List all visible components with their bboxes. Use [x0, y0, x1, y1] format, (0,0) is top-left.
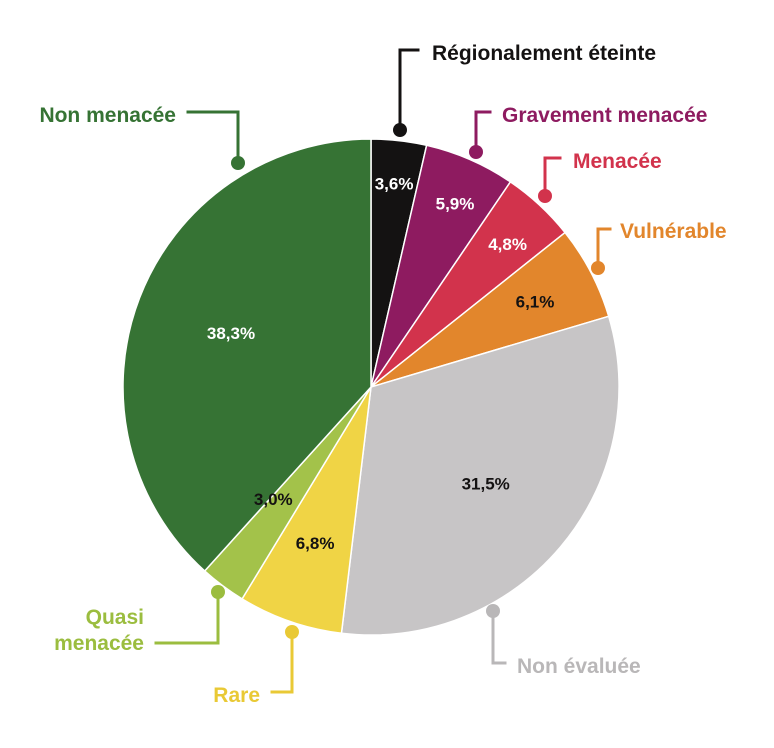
callout-line-rare [270, 630, 294, 694]
pie-value-labels: 3,6% 5,9% 4,8% 6,1% 31,5% 6,8% 3,0% 38,3% [207, 174, 554, 553]
callout-dot-menacee [538, 189, 552, 203]
callout-line-gravement-menacee [474, 110, 492, 154]
callout-line-quasi-menacee [154, 590, 220, 645]
value-label-non-evaluee: 31,5% [462, 475, 510, 494]
category-label-regionalement-eteinte: Régionalement éteinte [432, 42, 656, 65]
value-label-non-menacee: 38,3% [207, 324, 255, 343]
callout-dot-rare [285, 625, 299, 639]
callout-line-non-menacee [186, 110, 240, 165]
pie-slices [122, 138, 620, 636]
category-label-non-menacee: Non menacée [39, 104, 176, 127]
slice-rare [241, 386, 372, 634]
value-label-regionalement-eteinte: 3,6% [375, 174, 414, 193]
callout-dot-regionalement-eteinte [393, 123, 407, 137]
callout-line-regionalement-eteinte [398, 48, 420, 132]
callout-dot-non-menacee [231, 156, 245, 170]
callout-dot-non-evaluee [486, 604, 500, 618]
value-label-menacee: 4,8% [488, 235, 527, 254]
callout-dot-vulnerable [591, 261, 605, 275]
category-label-gravement-menacee: Gravement menacée [502, 104, 707, 127]
callout-line-non-evaluee [491, 609, 507, 665]
callout-line-vulnerable [596, 227, 612, 270]
category-label-menacee: Menacée [573, 150, 662, 173]
category-label-quasi-menacee: Quasi menacée [54, 606, 144, 655]
slice-non-evaluee [340, 315, 620, 636]
value-label-rare: 6,8% [296, 534, 335, 553]
callout-line-menacee [543, 156, 562, 198]
slice-non-menacee [122, 138, 372, 572]
callout-dot-gravement-menacee [469, 145, 483, 159]
pie-callouts: Régionalement éteinte Gravement menacée Me… [39, 42, 726, 707]
value-label-vulnerable: 6,1% [516, 293, 555, 312]
category-label-vulnerable: Vulnérable [620, 220, 727, 243]
callout-dot-quasi-menacee [211, 585, 225, 599]
category-label-rare: Rare [213, 684, 260, 707]
value-label-quasi-menacee: 3,0% [254, 490, 293, 509]
category-label-non-evaluee: Non évaluée [517, 655, 641, 678]
value-label-gravement-menacee: 5,9% [436, 195, 475, 214]
